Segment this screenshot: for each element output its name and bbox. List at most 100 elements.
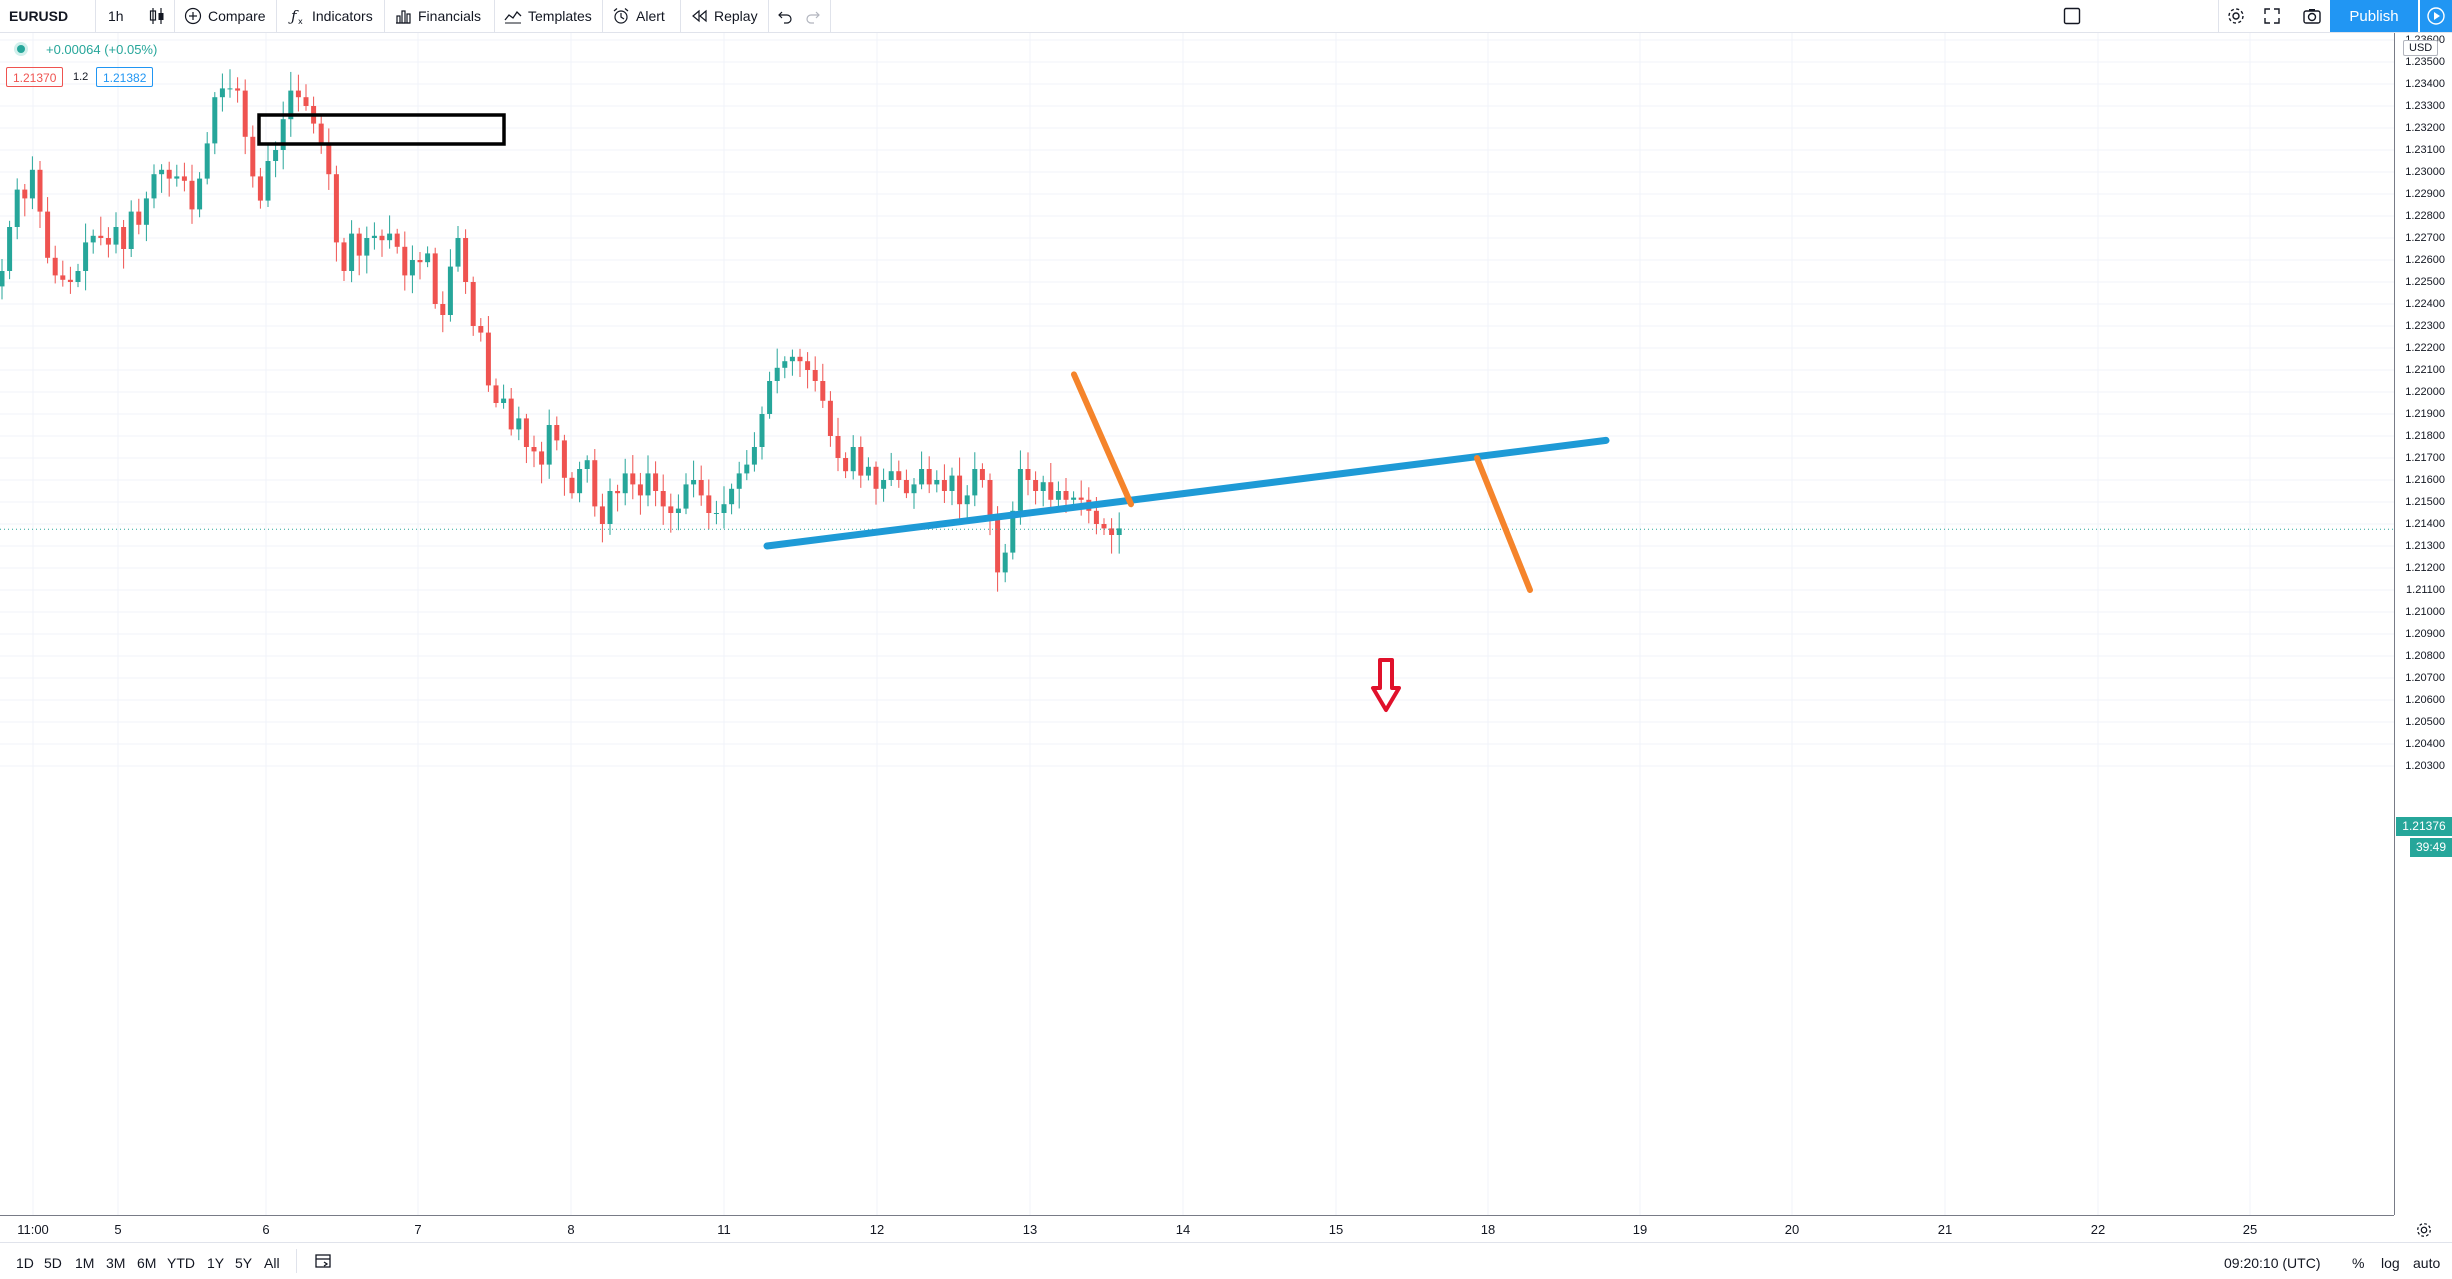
range-1y-button[interactable]: 1Y: [207, 1255, 225, 1271]
fullscreen-button[interactable]: [2262, 0, 2282, 32]
candle-body: [425, 253, 431, 263]
candle-body: [45, 211, 51, 258]
candle-body: [1048, 482, 1054, 500]
price-tick-label: 1.21200: [2405, 562, 2445, 574]
range-all-button[interactable]: All: [264, 1255, 280, 1271]
candle-body: [402, 246, 408, 276]
settings-button[interactable]: [2226, 0, 2246, 32]
symbol-search-button[interactable]: EURUSD: [9, 8, 69, 24]
time-tick-label: 21: [1937, 1222, 1953, 1237]
candle-body: [751, 447, 757, 465]
price-tick-label: 1.22100: [2405, 364, 2445, 376]
candle-body: [265, 161, 271, 201]
candle-body: [622, 473, 628, 494]
candle-body: [7, 227, 13, 271]
redo-button[interactable]: [804, 0, 822, 32]
interval-button[interactable]: 1h: [108, 0, 124, 32]
candle-body: [903, 480, 909, 494]
price-tick-label: 1.21600: [2405, 474, 2445, 486]
candle-body: [204, 143, 210, 179]
candle-body: [83, 242, 89, 271]
range-3m-button[interactable]: 3M: [106, 1255, 126, 1271]
projection-line-1: [1071, 371, 1134, 508]
candle-body: [865, 466, 871, 476]
buy-price-button[interactable]: 1.21382: [96, 67, 154, 87]
price-tick-label: 1.20900: [2405, 628, 2445, 640]
compare-button[interactable]: Compare: [184, 0, 266, 32]
auto-scale-toggle[interactable]: auto: [2413, 1255, 2441, 1271]
candle-body: [698, 480, 704, 496]
svg-text:x: x: [298, 17, 303, 25]
undo-button[interactable]: [776, 0, 794, 32]
candle-body: [1101, 524, 1107, 529]
time-tick-label: 7: [414, 1222, 422, 1237]
publish-video-button[interactable]: [2420, 0, 2452, 32]
candle-body: [341, 242, 347, 271]
candle-body: [22, 189, 28, 199]
toolbar-divider: [296, 1249, 297, 1273]
drawings-layer[interactable]: [257, 113, 1610, 712]
toolbar-divider: [602, 0, 603, 32]
candle-body: [569, 477, 575, 494]
candle-body: [987, 480, 993, 520]
range-5y-button[interactable]: 5Y: [235, 1255, 253, 1271]
time-axis[interactable]: 11:00 5 6 7 8 11 12 13 14 15 18 19 20 21 22 25: [0, 1215, 2394, 1243]
candle-body: [653, 473, 659, 491]
candle-body: [615, 491, 621, 494]
time-tick-label: 25: [2242, 1222, 2258, 1237]
candle-body: [371, 235, 377, 238]
gear-icon: [2417, 1223, 2431, 1237]
candle-body: [128, 211, 134, 249]
price-axis[interactable]: 1.236001.235001.234001.233001.232001.231…: [2394, 33, 2452, 1215]
log-scale-toggle[interactable]: log: [2381, 1255, 2400, 1271]
candle-body: [561, 440, 567, 478]
price-tick-label: 1.20600: [2405, 694, 2445, 706]
financials-button[interactable]: Financials: [394, 0, 481, 32]
range-6m-button[interactable]: 6M: [137, 1255, 157, 1271]
price-tick-label: 1.22600: [2405, 254, 2445, 266]
range-ytd-button[interactable]: YTD: [167, 1255, 195, 1271]
toolbar-divider: [768, 0, 769, 32]
candle-body: [1025, 469, 1031, 480]
candle-body: [280, 119, 286, 150]
price-tick-label: 1.22300: [2405, 320, 2445, 332]
candle-body: [432, 253, 438, 304]
candle-body: [972, 469, 978, 496]
candle-body: [219, 88, 225, 98]
spread-value: 1.2: [73, 71, 89, 83]
candle-body: [37, 169, 43, 212]
currency-label[interactable]: USD: [2403, 40, 2439, 56]
replay-button[interactable]: Replay: [690, 0, 758, 32]
snapshot-button[interactable]: [2302, 0, 2322, 32]
candle-body: [333, 174, 339, 243]
publish-button[interactable]: Publish: [2330, 0, 2418, 32]
indicators-button[interactable]: ƒ x Indicators: [288, 0, 373, 32]
templates-button[interactable]: Templates: [504, 0, 592, 32]
percent-scale-toggle[interactable]: %: [2352, 1255, 2365, 1271]
time-tick-label: 15: [1328, 1222, 1344, 1237]
layout-button[interactable]: [2062, 0, 2082, 32]
range-5d-button[interactable]: 5D: [44, 1255, 62, 1271]
price-tick-label: 1.23400: [2405, 78, 2445, 90]
candle-body: [934, 480, 940, 485]
candle-body: [387, 233, 393, 241]
range-1d-button[interactable]: 1D: [16, 1255, 34, 1271]
bar-countdown: 39:49: [2410, 838, 2452, 857]
candle-body: [919, 469, 925, 485]
candle-body: [447, 266, 453, 315]
price-chart[interactable]: [0, 33, 2394, 1215]
utc-clock[interactable]: 09:20:10 (UTC): [2224, 1255, 2321, 1271]
range-1m-button[interactable]: 1M: [75, 1255, 95, 1271]
candle-body: [964, 495, 970, 505]
goto-date-button[interactable]: [314, 1252, 334, 1275]
chart-type-button[interactable]: [148, 0, 166, 32]
price-tick-label: 1.23300: [2405, 100, 2445, 112]
redo-icon: [806, 11, 820, 24]
alert-button[interactable]: Alert: [612, 0, 665, 32]
sell-price-button[interactable]: 1.21370: [6, 67, 64, 87]
candle-body: [295, 90, 301, 98]
axis-settings-button[interactable]: [2404, 1218, 2444, 1242]
time-tick-label: 6: [262, 1222, 270, 1237]
price-tick-label: 1.21500: [2405, 496, 2445, 508]
toolbar-divider: [680, 0, 681, 32]
